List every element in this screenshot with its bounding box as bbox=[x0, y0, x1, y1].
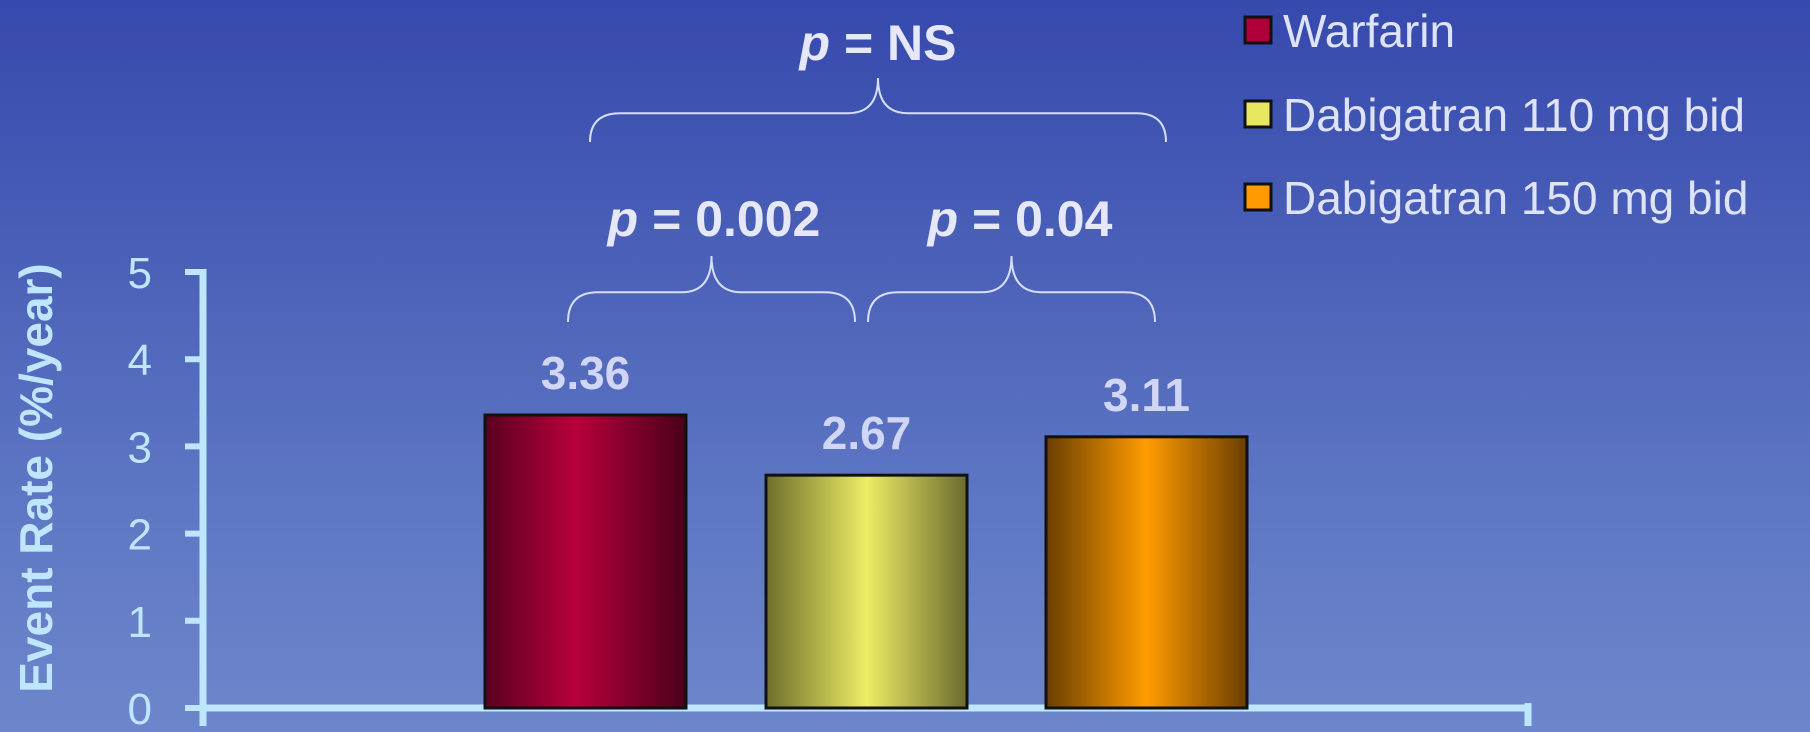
bar bbox=[764, 473, 969, 710]
bracket-warfarin-vs-110 bbox=[567, 255, 856, 323]
p-value-text: = 0.002 bbox=[638, 191, 820, 247]
p-value-label: p = 0.04 bbox=[926, 191, 1113, 247]
legend-swatch bbox=[1243, 15, 1273, 45]
legend-swatch bbox=[1243, 182, 1273, 212]
bracket-110-vs-150 bbox=[867, 255, 1156, 323]
data-label: 3.36 bbox=[541, 347, 631, 399]
y-tick-label: 0 bbox=[128, 685, 152, 732]
legend-label: Warfarin bbox=[1283, 5, 1455, 57]
p-symbol: p bbox=[926, 191, 959, 247]
legend: Warfarin Dabigatran 110 mg bid Dabigatran … bbox=[1243, 5, 1748, 224]
bar bbox=[1044, 435, 1249, 710]
y-tick-label: 1 bbox=[128, 598, 152, 647]
legend-label: Dabigatran 150 mg bid bbox=[1283, 172, 1748, 224]
bars bbox=[483, 413, 1249, 710]
data-label: 3.11 bbox=[1103, 369, 1190, 421]
p-value-label: p = 0.002 bbox=[606, 191, 821, 247]
axes: 0 1 2 3 4 5 bbox=[128, 249, 1532, 732]
y-axis-label: Event Rate (%/year) bbox=[10, 263, 62, 693]
p-value-annotations: p = NSp = 0.002 p = 0.04 bbox=[606, 15, 1113, 247]
data-labels: 3.36 2.67 3.11 bbox=[541, 347, 1190, 459]
legend-label: Dabigatran 110 mg bid bbox=[1283, 89, 1745, 141]
p-value-label: p = NS bbox=[798, 15, 957, 71]
data-label: 2.67 bbox=[822, 407, 912, 459]
y-tick-label: 4 bbox=[128, 336, 152, 385]
p-symbol: p bbox=[606, 191, 639, 247]
bracket-warfarin-vs-150 bbox=[589, 77, 1167, 143]
y-tick-label: 5 bbox=[128, 249, 152, 298]
legend-swatch bbox=[1243, 99, 1273, 129]
p-symbol: p bbox=[798, 15, 831, 71]
p-value-text: = NS bbox=[830, 15, 956, 71]
significance-brackets bbox=[567, 77, 1167, 323]
y-tick-label: 2 bbox=[128, 511, 152, 560]
p-value-text: = 0.04 bbox=[958, 191, 1112, 247]
bar bbox=[483, 413, 688, 710]
y-tick-label: 3 bbox=[128, 423, 152, 472]
